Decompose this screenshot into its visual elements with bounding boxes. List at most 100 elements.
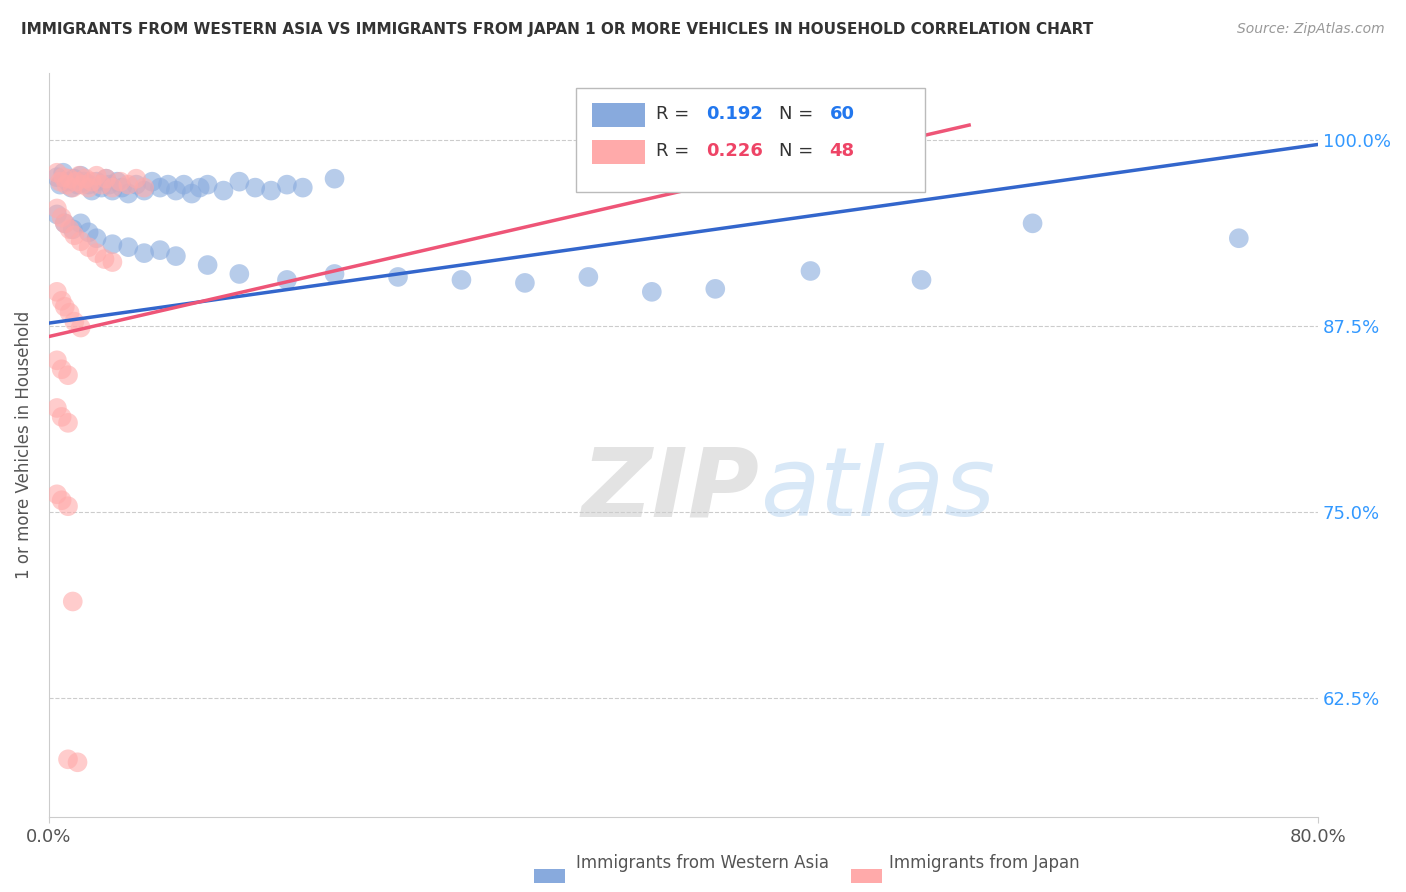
Text: ZIP: ZIP	[582, 443, 759, 536]
Y-axis label: 1 or more Vehicles in Household: 1 or more Vehicles in Household	[15, 311, 32, 579]
Point	[51, 211, 73, 225]
FancyBboxPatch shape	[575, 88, 925, 192]
Point	[77, 225, 100, 239]
Text: R =: R =	[655, 142, 695, 161]
Point	[117, 178, 139, 192]
Point	[63, 171, 86, 186]
Point	[180, 186, 202, 201]
Point	[134, 184, 156, 198]
Point	[125, 178, 148, 192]
Point	[188, 180, 211, 194]
Text: N =: N =	[779, 142, 818, 161]
Point	[1021, 216, 1043, 230]
Point	[173, 178, 195, 192]
Point	[149, 243, 172, 257]
Point	[125, 171, 148, 186]
Point	[66, 756, 89, 770]
Point	[69, 216, 91, 230]
Point	[134, 246, 156, 260]
Point	[101, 237, 124, 252]
Point	[641, 285, 664, 299]
FancyBboxPatch shape	[592, 140, 645, 164]
Point	[260, 184, 283, 198]
Point	[94, 171, 117, 186]
Point	[80, 175, 103, 189]
Point	[513, 276, 536, 290]
Point	[86, 175, 108, 189]
Point	[910, 273, 932, 287]
Text: Immigrants from Western Asia: Immigrants from Western Asia	[576, 855, 830, 872]
FancyBboxPatch shape	[592, 103, 645, 127]
Point	[45, 207, 67, 221]
Point	[77, 240, 100, 254]
Point	[66, 178, 89, 192]
Point	[323, 267, 346, 281]
Point	[55, 178, 77, 192]
Point	[53, 300, 76, 314]
Point	[62, 222, 84, 236]
Point	[291, 180, 314, 194]
Point	[62, 180, 84, 194]
Point	[45, 166, 67, 180]
Point	[86, 169, 108, 183]
Point	[45, 487, 67, 501]
Text: R =: R =	[655, 105, 695, 123]
Point	[450, 273, 472, 287]
Point	[52, 166, 75, 180]
Point	[576, 269, 599, 284]
Point	[45, 285, 67, 299]
Point	[56, 752, 79, 766]
Point	[704, 282, 727, 296]
Point	[72, 178, 94, 192]
Point	[90, 178, 112, 192]
Point	[45, 170, 67, 185]
Point	[197, 258, 219, 272]
Point	[73, 175, 96, 189]
Point	[69, 320, 91, 334]
Point	[323, 171, 346, 186]
Point	[45, 401, 67, 415]
Point	[101, 255, 124, 269]
Point	[62, 594, 84, 608]
Point	[45, 202, 67, 216]
Point	[77, 180, 100, 194]
Point	[86, 231, 108, 245]
Point	[90, 180, 112, 194]
Text: Immigrants from Japan: Immigrants from Japan	[889, 855, 1080, 872]
Point	[101, 180, 124, 194]
Point	[80, 184, 103, 198]
Point	[49, 175, 72, 189]
Point	[69, 234, 91, 248]
Point	[53, 216, 76, 230]
Text: 0.192: 0.192	[706, 105, 763, 123]
Point	[86, 246, 108, 260]
Point	[149, 180, 172, 194]
Point	[98, 178, 121, 192]
Point	[75, 171, 97, 186]
Point	[276, 178, 298, 192]
Text: 48: 48	[830, 142, 855, 161]
Point	[799, 264, 821, 278]
Text: IMMIGRANTS FROM WESTERN ASIA VS IMMIGRANTS FROM JAPAN 1 OR MORE VEHICLES IN HOUS: IMMIGRANTS FROM WESTERN ASIA VS IMMIGRAN…	[21, 22, 1094, 37]
Point	[51, 493, 73, 508]
Point	[49, 178, 72, 192]
Point	[63, 315, 86, 329]
Point	[58, 306, 80, 320]
Point	[60, 180, 83, 194]
Point	[110, 175, 132, 189]
Point	[111, 180, 134, 194]
Point	[101, 184, 124, 198]
Point	[134, 180, 156, 194]
Point	[228, 267, 250, 281]
Point	[58, 222, 80, 236]
Point	[67, 169, 90, 183]
Point	[69, 169, 91, 183]
Point	[45, 353, 67, 368]
Point	[228, 175, 250, 189]
Point	[56, 416, 79, 430]
Point	[51, 293, 73, 308]
Point	[117, 240, 139, 254]
Point	[63, 228, 86, 243]
Point	[65, 175, 87, 189]
Point	[165, 184, 187, 198]
